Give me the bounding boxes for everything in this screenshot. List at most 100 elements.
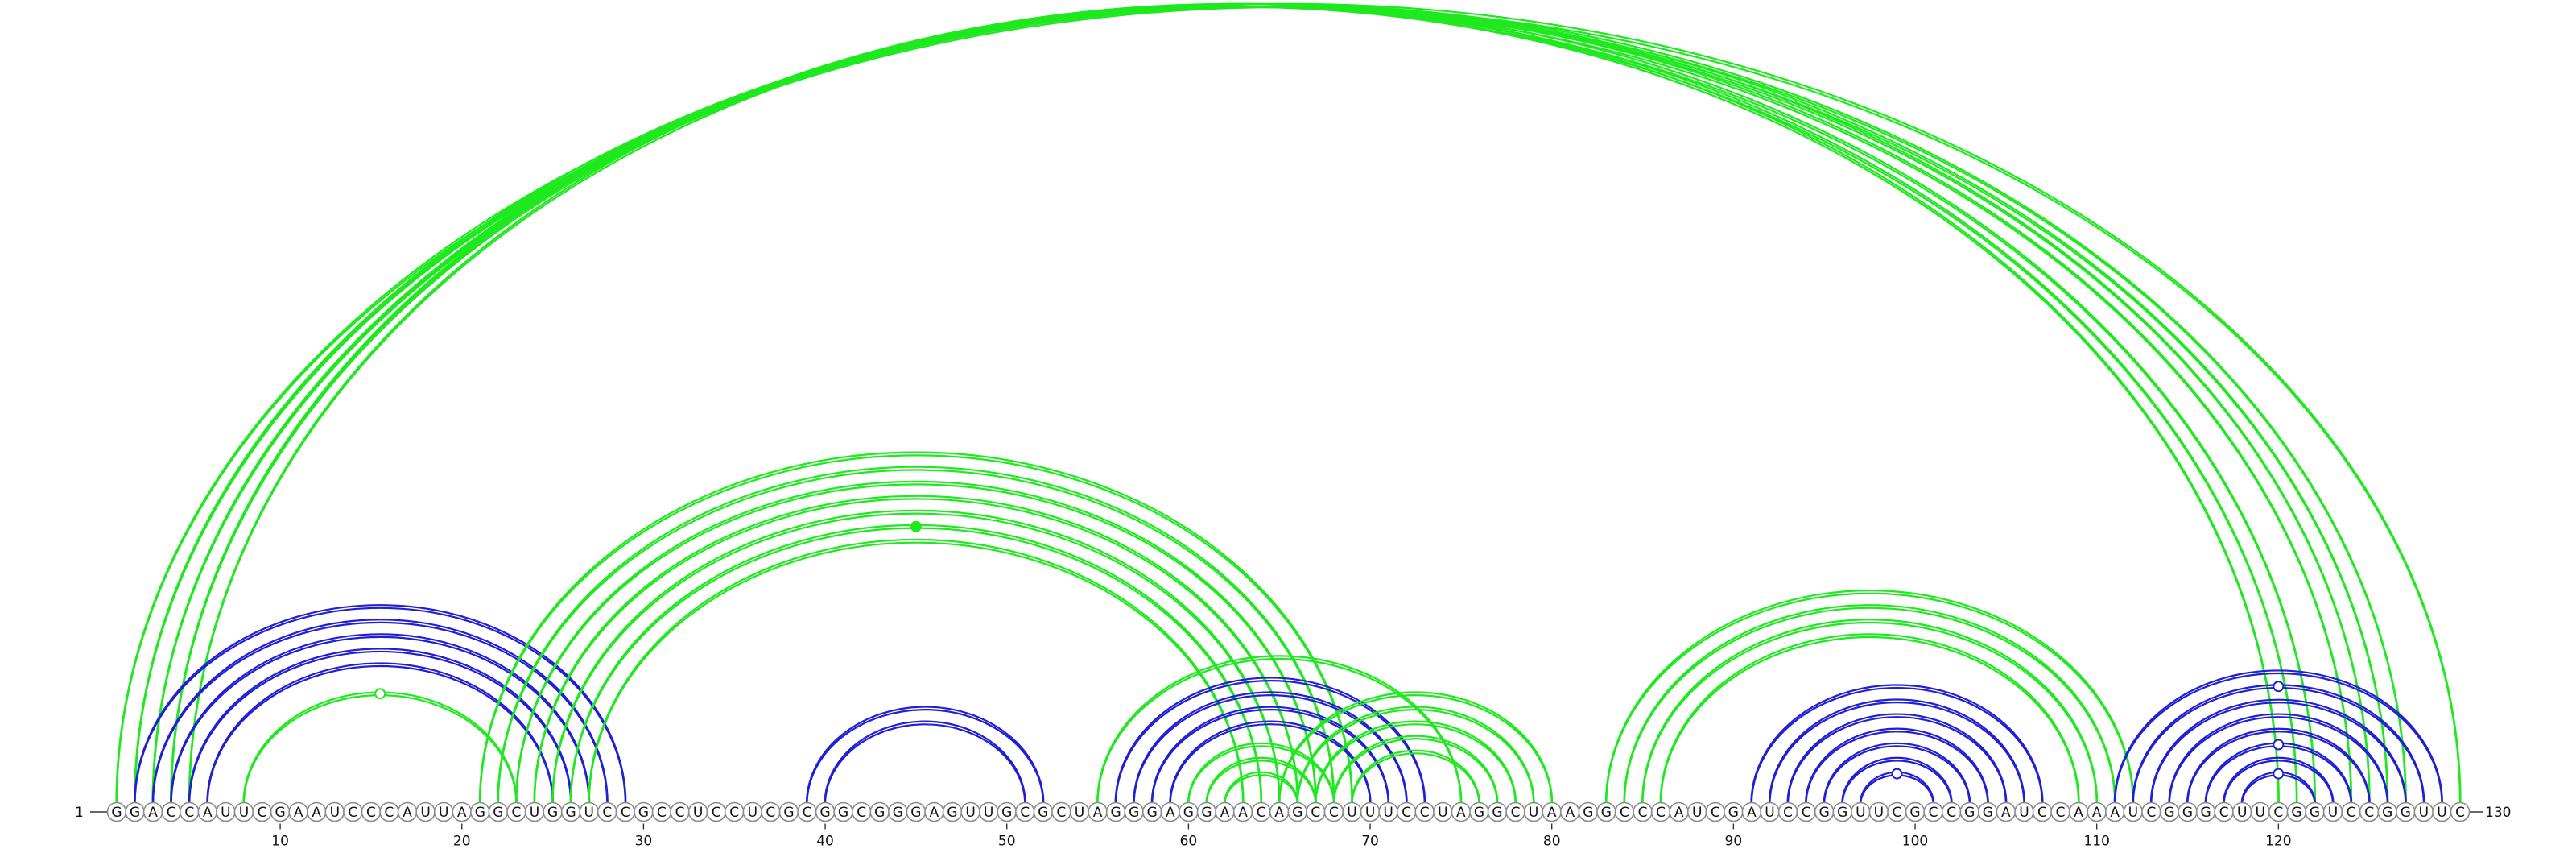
base-pair-arc	[551, 512, 1281, 805]
nucleotide-letter: C	[1638, 805, 1648, 821]
base-pair-arc	[1823, 745, 1971, 805]
nucleotide-letter: C	[2037, 805, 2047, 821]
base-pair-arc	[1278, 694, 1553, 805]
nucleotide-letter: G	[947, 805, 957, 821]
axis-tick-label: 60	[1180, 834, 1198, 850]
nucleotide-letter: C	[1656, 805, 1666, 821]
base-pair-arc	[1096, 657, 1462, 805]
nucleotide-letter: G	[1001, 805, 1012, 821]
nucleotide-letter: C	[184, 805, 194, 821]
nucleotide-letter: U	[1529, 805, 1538, 821]
base-pair-arc	[2186, 731, 2371, 805]
nucleotide-letter: C	[2364, 805, 2374, 821]
base-pair-arc	[2114, 673, 2443, 805]
base-pair-arc	[1169, 720, 1372, 805]
base-pair-arc	[188, 648, 572, 805]
nucleotide-letter: C	[385, 805, 394, 821]
base-pair-arc	[2150, 702, 2407, 805]
nucleotide-letter: U	[420, 805, 430, 821]
base-pair-arc	[1332, 735, 1499, 805]
nucleotide-letter: C	[857, 805, 866, 821]
nucleotide-letter: U	[2237, 805, 2247, 821]
nucleotide-letter: C	[657, 805, 667, 821]
axis-tick-label: 100	[1902, 834, 1928, 850]
base-pair-arc	[515, 483, 1317, 805]
base-pair-arc	[1278, 691, 1554, 805]
nucleotide-letter: C	[1783, 805, 1793, 821]
base-pair-arc	[479, 454, 1353, 805]
nucleotide-letter: A	[203, 805, 213, 821]
nucleotide-letter: G	[475, 805, 485, 821]
nucleotide-letter: U	[2437, 805, 2446, 821]
base-pair-arc	[1605, 592, 2134, 805]
nucleotide-letter: A	[148, 805, 158, 821]
nucleotide-letter: C	[1329, 805, 1339, 821]
nucleotide-letter: C	[1711, 805, 1720, 821]
nucleotide-letter: A	[1565, 805, 1575, 821]
nucleotide-letter: C	[621, 805, 630, 821]
axis-tick-label: 20	[453, 834, 471, 850]
nucleotide-letter: G	[2382, 805, 2392, 821]
nucleotide-letter: A	[312, 805, 321, 821]
base-pair-arc	[206, 662, 555, 805]
nucleotide-letter: U	[1765, 805, 1774, 821]
nucleotide-letter: U	[530, 805, 539, 821]
base-pair-arc	[1350, 749, 1481, 805]
nucleotide-letter: U	[2256, 805, 2265, 821]
nucleotide-letter: U	[1383, 805, 1393, 821]
base-pair-arc	[1660, 636, 2080, 805]
base-pair-arc	[1205, 760, 1317, 805]
base-pair-arc	[1224, 774, 1298, 805]
base-pair-arc	[133, 604, 627, 805]
nucleotide-letter: U	[239, 805, 249, 821]
nucleotide-letter: C	[1802, 805, 1811, 821]
nucleotide-letter: C	[1893, 805, 1902, 821]
nucleotide-letter: G	[493, 805, 503, 821]
base-pair-arc	[498, 470, 1334, 804]
base-pair-arc	[1114, 677, 1426, 805]
nucleotide-letter: G	[1147, 805, 1158, 821]
nucleotide-letter: A	[2074, 805, 2083, 821]
nucleotide-letter: G	[111, 805, 122, 821]
nucleotide-letter: A	[1547, 805, 1557, 821]
base-pair-arc	[115, 2, 2462, 805]
base-pair-arc	[1641, 619, 2099, 805]
nucleotide-letter: U	[965, 805, 975, 821]
nucleotide-letter: G	[275, 805, 285, 821]
nucleotide-letter: C	[1929, 805, 1938, 821]
nucleotide-letter: C	[766, 805, 775, 821]
nucleotide-letter: G	[1038, 805, 1048, 821]
nucleotide-letter: G	[1601, 805, 1612, 821]
nucleotide-letter: G	[1837, 805, 1847, 821]
base-pair-arc	[134, 607, 626, 805]
nucleotide-circle	[2450, 801, 2471, 822]
nucleotide-letter: C	[1511, 805, 1521, 821]
nucleotide-letter: C	[1056, 805, 1066, 821]
base-pair-arc	[824, 723, 1026, 805]
nucleotide-letter: C	[348, 805, 357, 821]
base-pair-arc	[1659, 633, 2080, 805]
nucleotide-letter: C	[2056, 805, 2066, 821]
nucleotide-letter: C	[712, 805, 721, 821]
nucleotide-letter: U	[984, 805, 993, 821]
nucleotide-letter: G	[1474, 805, 1484, 821]
nucleotide-letter: A	[2092, 805, 2102, 821]
axis-tick-label: 30	[635, 834, 653, 850]
nucleotide-letter: A	[1674, 805, 1684, 821]
base-pair-arc	[1604, 590, 2135, 805]
nucleotide-letter: A	[402, 805, 412, 821]
nucleotide-letter: U	[1856, 805, 1865, 821]
nucleotide-letter: U	[2019, 805, 2029, 821]
base-pair-arc	[1151, 709, 1389, 805]
base-pair-arc	[824, 721, 1026, 805]
nucleotide-letter: C	[366, 805, 376, 821]
nucleotide-letter: G	[1292, 805, 1302, 821]
nucleotide-letter: A	[1093, 805, 1103, 821]
base-pair-arc	[1641, 621, 2098, 805]
base-pair-arc	[151, 619, 609, 805]
axis-tick-label: 10	[271, 834, 289, 850]
nucleotide-letter: G	[1183, 805, 1194, 821]
base-pair-arc	[2149, 698, 2407, 805]
nucleotide-letter: C	[1946, 805, 1956, 821]
